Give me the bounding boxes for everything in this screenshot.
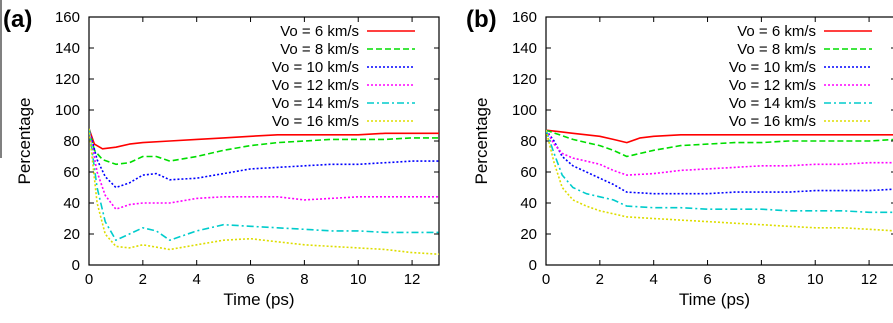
- series-line-3: [89, 128, 439, 189]
- series-line-1: [546, 129, 893, 144]
- y-axis-label: Percentage: [15, 98, 34, 185]
- x-tick-label: 12: [861, 271, 878, 288]
- panel-label: (b): [466, 6, 497, 33]
- y-tick-label: 100: [512, 102, 537, 119]
- series-line-2: [546, 129, 893, 158]
- series-line-5: [89, 128, 439, 241]
- legend-label: Vo = 8 km/s: [280, 41, 359, 58]
- series-line-5: [546, 129, 893, 214]
- y-tick-label: 80: [520, 133, 537, 150]
- y-axis-label: Percentage: [472, 98, 491, 185]
- x-tick-label: 8: [300, 271, 308, 288]
- x-tick-label: 2: [139, 271, 147, 288]
- y-tick-label: 160: [55, 9, 80, 26]
- x-tick-label: 2: [596, 271, 604, 288]
- y-tick-label: 0: [72, 257, 80, 274]
- series-group: [89, 128, 439, 255]
- y-tick-label: 100: [55, 102, 80, 119]
- y-tick-label: 120: [55, 71, 80, 88]
- panel-label: (a): [3, 6, 32, 33]
- series-line-3: [546, 129, 893, 195]
- legend-label: Vo = 10 km/s: [729, 59, 816, 76]
- y-tick-label: 40: [63, 195, 80, 212]
- x-tick-label: 0: [85, 271, 93, 288]
- series-line-6: [546, 130, 893, 232]
- legend-label: Vo = 14 km/s: [272, 95, 359, 112]
- series-group: [546, 129, 893, 232]
- series-line-4: [89, 128, 439, 210]
- y-tick-label: 40: [520, 195, 537, 212]
- x-tick-label: 6: [703, 271, 711, 288]
- y-tick-label: 140: [512, 40, 537, 57]
- x-axis-label: Time (ps): [679, 290, 750, 309]
- x-tick-label: 0: [542, 271, 550, 288]
- legend-label: Vo = 8 km/s: [737, 41, 816, 58]
- legend-label: Vo = 12 km/s: [729, 77, 816, 94]
- y-tick-label: 80: [63, 133, 80, 150]
- series-line-4: [546, 129, 893, 176]
- series-line-2: [89, 128, 439, 166]
- legend-label: Vo = 16 km/s: [272, 113, 359, 130]
- y-tick-label: 20: [520, 226, 537, 243]
- x-tick-label: 8: [757, 271, 765, 288]
- x-tick-label: 4: [650, 271, 658, 288]
- legend-label: Vo = 10 km/s: [272, 59, 359, 76]
- y-tick-label: 120: [512, 71, 537, 88]
- series-line-6: [89, 128, 439, 255]
- x-tick-label: 10: [350, 271, 367, 288]
- legend-label: Vo = 6 km/s: [737, 23, 816, 40]
- legend-label: Vo = 14 km/s: [729, 95, 816, 112]
- y-tick-label: 60: [63, 164, 80, 181]
- chart-panel-a: 0 20 40 60 80 100 120 140 160 0 2 4 6 8 10 12 Time (ps) P…: [3, 6, 440, 309]
- y-tick-label: 20: [63, 226, 80, 243]
- y-tick-label: 60: [520, 164, 537, 181]
- chart-panel-b: 0 20 40 60 80 100 120 140 160 0 2 4 6 8 10 12 Time (ps) P…: [466, 6, 893, 309]
- legend-label: Vo = 16 km/s: [729, 113, 816, 130]
- y-tick-label: 140: [55, 40, 80, 57]
- x-tick-label: 4: [193, 271, 201, 288]
- x-tick-label: 10: [807, 271, 824, 288]
- series-line-1: [89, 128, 439, 150]
- x-axis-label: Time (ps): [223, 290, 294, 309]
- y-tick-label: 160: [512, 9, 537, 26]
- legend-label: Vo = 12 km/s: [272, 77, 359, 94]
- y-tick-label: 0: [529, 257, 537, 274]
- x-tick-label: 6: [246, 271, 254, 288]
- x-tick-label: 12: [404, 271, 421, 288]
- legend-label: Vo = 6 km/s: [280, 23, 359, 40]
